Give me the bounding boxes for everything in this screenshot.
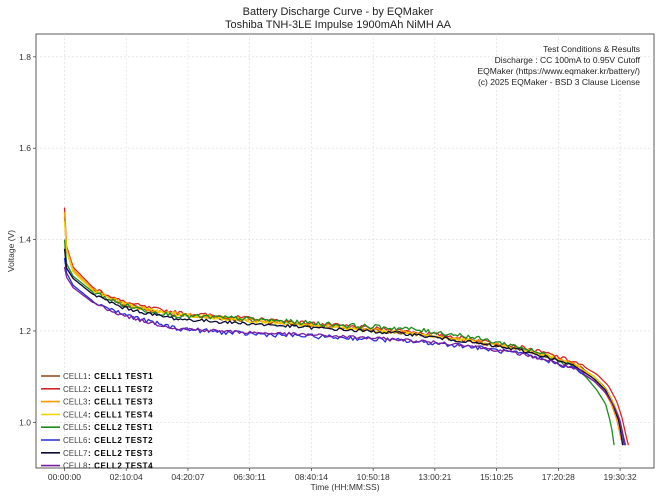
annotation-line: Discharge : CC 100mA to 0.95V Cutoff (495, 55, 641, 65)
annotation-line: (c) 2025 EQMaker - BSD 3 Clause License (478, 77, 640, 87)
legend-test-label: : CELL1 TEST2 (88, 385, 153, 394)
legend-test-label: : CELL2 TEST3 (88, 449, 153, 458)
legend-test-label: : CELL1 TEST3 (88, 398, 153, 407)
y-tick-label: 1.0 (19, 417, 31, 427)
legend-test-label: : CELL2 TEST4 (88, 462, 153, 471)
legend-test-label: : CELL1 TEST4 (88, 410, 153, 419)
annotation-line: EQMaker (https://www.eqmaker.kr/battery/… (478, 66, 641, 76)
x-tick-label: 06:30:11 (233, 472, 266, 482)
legend-cell-label: CELL2 (63, 385, 88, 394)
chart-title: Battery Discharge Curve - by EQMaker (243, 6, 434, 18)
legend-cell-label: CELL1 (63, 372, 88, 381)
plot-area (35, 33, 655, 469)
series-lines (63, 207, 630, 446)
x-axis-label: Time (HH:MM:SS) (310, 482, 379, 492)
series-line-cell7 (63, 248, 624, 446)
legend-cell-label: CELL5 (63, 423, 88, 432)
y-tick-label: 1.2 (19, 326, 31, 336)
legend-cell-label: CELL6 (63, 436, 88, 445)
axis-ticks: 00:00:00 02:10:04 04:20:07 06:30:11 08:40:14… (19, 52, 637, 482)
series-line-cell5 (63, 239, 615, 446)
x-tick-label: 19:30:32 (604, 472, 637, 482)
legend-cell-label: CELL7 (63, 449, 88, 458)
y-axis-label: Voltage (V) (6, 230, 16, 272)
x-tick-label: 00:00:00 (48, 472, 81, 482)
x-tick-label: 02:10:04 (110, 472, 143, 482)
x-tick-label: 10:50:18 (357, 472, 390, 482)
legend-cell-label: CELL4 (63, 410, 88, 419)
x-tick-label: 08:40:14 (295, 472, 328, 482)
y-tick-label: 1.4 (19, 235, 31, 245)
y-tick-label: 1.8 (19, 52, 31, 62)
legend-cell-label: CELL8 (63, 462, 88, 471)
legend-cell-label: CELL3 (63, 398, 88, 407)
x-tick-label: 15:10:25 (480, 472, 513, 482)
legend-test-label: : CELL2 TEST1 (88, 423, 153, 432)
y-tick-label: 1.6 (19, 143, 31, 153)
x-tick-label: 17:20:28 (542, 472, 575, 482)
chart-subtitle: Toshiba TNH-3LE Impulse 1900mAh NiMH AA (225, 19, 452, 31)
legend-test-label: : CELL1 TEST1 (88, 372, 153, 381)
x-tick-label: 13:00:21 (418, 472, 451, 482)
x-tick-label: 04:20:07 (171, 472, 204, 482)
series-line-cell8 (63, 266, 627, 446)
legend-test-label: : CELL2 TEST2 (88, 436, 153, 445)
annotation-line: Test Conditions & Results (543, 44, 640, 54)
